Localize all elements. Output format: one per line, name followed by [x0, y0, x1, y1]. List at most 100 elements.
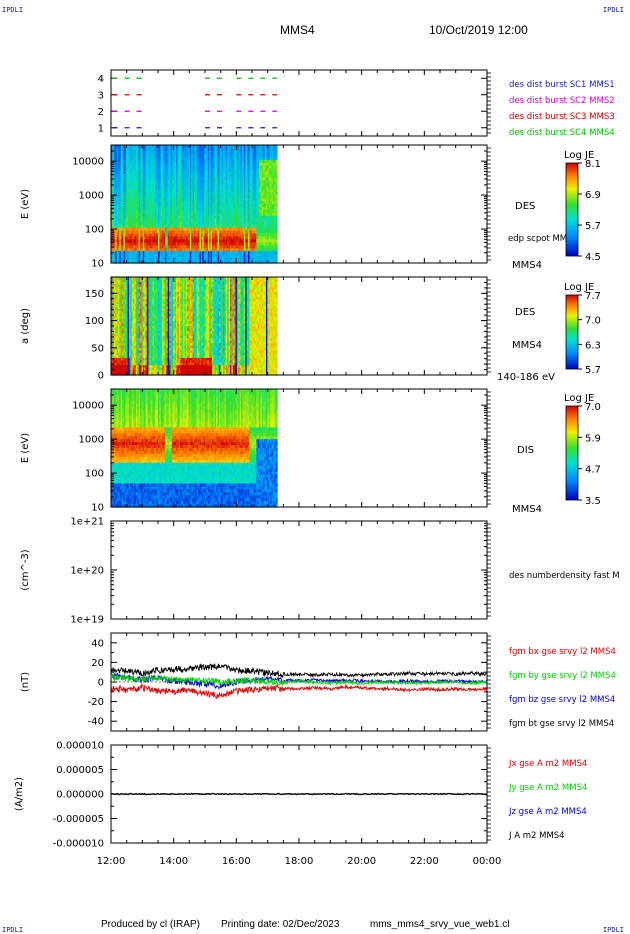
- des-energy-cell: [196, 171, 199, 176]
- des-energy-cell: [224, 257, 227, 261]
- des-energy-cell: [127, 260, 130, 264]
- des-energy-cell: [189, 230, 192, 235]
- des-energy-cell: [112, 153, 115, 158]
- des-energy-cell: [153, 189, 156, 193]
- des-energy-cell: [158, 195, 161, 199]
- des-energy-cell: [206, 201, 209, 205]
- des-energy-cell: [148, 198, 151, 202]
- des-energy-cell: [131, 218, 134, 223]
- des-energy-cell: [210, 248, 213, 252]
- des-energy-cell: [126, 186, 129, 190]
- des-energy-cell: [130, 180, 133, 184]
- des-energy-cell: [159, 218, 162, 223]
- des-energy-cell: [217, 147, 220, 152]
- des-energy-cell: [198, 145, 201, 149]
- des-energy-cell: [113, 248, 116, 252]
- des-energy-cell: [120, 245, 123, 249]
- des-energy-cell: [188, 150, 191, 155]
- des-energy-cell: [224, 206, 227, 211]
- des-energy-cell: [184, 260, 187, 264]
- des-energy-cell: [152, 183, 155, 187]
- des-energy-cell: [167, 195, 170, 199]
- des-energy-cell: [216, 192, 219, 196]
- des-energy-cell: [212, 227, 214, 232]
- des-energy-cell: [159, 242, 162, 246]
- des-energy-cell: [180, 177, 183, 181]
- des-energy-cell: [214, 159, 217, 164]
- des-energy-cell: [214, 177, 217, 181]
- des-energy-cell: [185, 145, 188, 149]
- des-energy-cell: [173, 174, 176, 179]
- des-energy-cell: [170, 245, 173, 249]
- des-energy-cell: [117, 174, 120, 179]
- des-energy-cell: [191, 198, 194, 202]
- des-energy-cell: [152, 227, 155, 232]
- des-energy-cell: [146, 209, 149, 214]
- des-energy-cell: [124, 239, 127, 243]
- des-energy-cell: [181, 230, 184, 235]
- des-energy-cell: [115, 174, 118, 179]
- des-energy-cell: [225, 254, 228, 258]
- des-energy-cell: [142, 201, 145, 205]
- des-energy-cell: [189, 254, 192, 258]
- des-energy-cell: [122, 186, 125, 190]
- des-energy-cell: [142, 224, 145, 229]
- des-energy-cell: [171, 239, 174, 243]
- des-energy-cell: [152, 230, 155, 235]
- des-energy-cell: [184, 257, 187, 261]
- des-energy-cell: [169, 236, 172, 240]
- des-energy-cell: [137, 159, 140, 164]
- des-energy-cell: [124, 204, 127, 208]
- des-energy-cell: [117, 251, 120, 255]
- des-energy-cell: [220, 242, 223, 246]
- des-energy-cell: [135, 230, 138, 235]
- des-energy-cell: [171, 189, 174, 193]
- des-energy-cell: [203, 227, 206, 232]
- des-energy-cell: [119, 242, 122, 246]
- des-energy-cell: [160, 215, 163, 220]
- des-energy-cell: [194, 153, 197, 158]
- des-energy-cell: [185, 153, 188, 158]
- des-energy-cell: [228, 257, 231, 261]
- des-energy-cell: [187, 254, 190, 258]
- des-energy-cell: [220, 245, 223, 249]
- des-energy-cell: [153, 177, 156, 181]
- des-energy-cell: [195, 206, 198, 211]
- des-energy-cell: [231, 204, 234, 208]
- des-energy-cell: [113, 236, 116, 240]
- des-energy-cell: [167, 153, 170, 158]
- des-energy-cell: [167, 145, 170, 149]
- des-energy-cell: [180, 165, 183, 170]
- des-energy-cell: [111, 180, 113, 184]
- des-energy-cell: [207, 165, 210, 170]
- des-energy-cell: [141, 242, 144, 246]
- des-energy-cell: [160, 251, 163, 255]
- des-energy-cell: [148, 251, 151, 255]
- des-energy-cell: [200, 236, 203, 240]
- des-energy-cell: [137, 150, 140, 155]
- des-energy-cell: [130, 242, 133, 246]
- des-energy-cell: [156, 192, 159, 196]
- des-energy-cell: [209, 159, 212, 164]
- des-energy-cell: [178, 156, 181, 161]
- des-energy-cell: [174, 162, 177, 167]
- des-energy-cell: [181, 245, 184, 249]
- des-energy-cell: [123, 248, 126, 252]
- des-energy-cell: [149, 224, 152, 229]
- des-energy-cell: [146, 224, 149, 229]
- des-energy-cell: [182, 215, 185, 220]
- des-energy-cell: [217, 224, 220, 229]
- des-energy-cell: [178, 254, 181, 258]
- des-energy-cell: [131, 183, 134, 187]
- des-energy-cell: [169, 189, 172, 193]
- des-energy-cell: [130, 171, 133, 176]
- des-energy-cell: [122, 201, 125, 205]
- des-energy-cell: [152, 212, 155, 217]
- des-energy-cell: [230, 242, 232, 246]
- des-energy-cell: [122, 260, 125, 264]
- des-energy-cell: [198, 218, 201, 223]
- des-energy-cell: [151, 254, 154, 258]
- des-energy-cell: [228, 198, 231, 202]
- des-energy-cell: [223, 186, 226, 190]
- des-energy-cell: [113, 245, 116, 249]
